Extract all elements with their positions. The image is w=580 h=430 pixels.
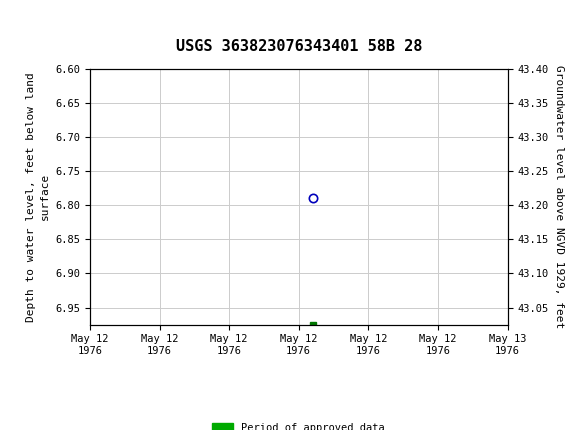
- Y-axis label: Groundwater level above NGVD 1929, feet: Groundwater level above NGVD 1929, feet: [554, 65, 564, 329]
- Y-axis label: Depth to water level, feet below land
surface: Depth to water level, feet below land su…: [26, 72, 50, 322]
- Text: USGS 363823076343401 58B 28: USGS 363823076343401 58B 28: [176, 39, 422, 54]
- Legend: Period of approved data: Period of approved data: [208, 419, 389, 430]
- Text: ▒USGS: ▒USGS: [7, 13, 82, 32]
